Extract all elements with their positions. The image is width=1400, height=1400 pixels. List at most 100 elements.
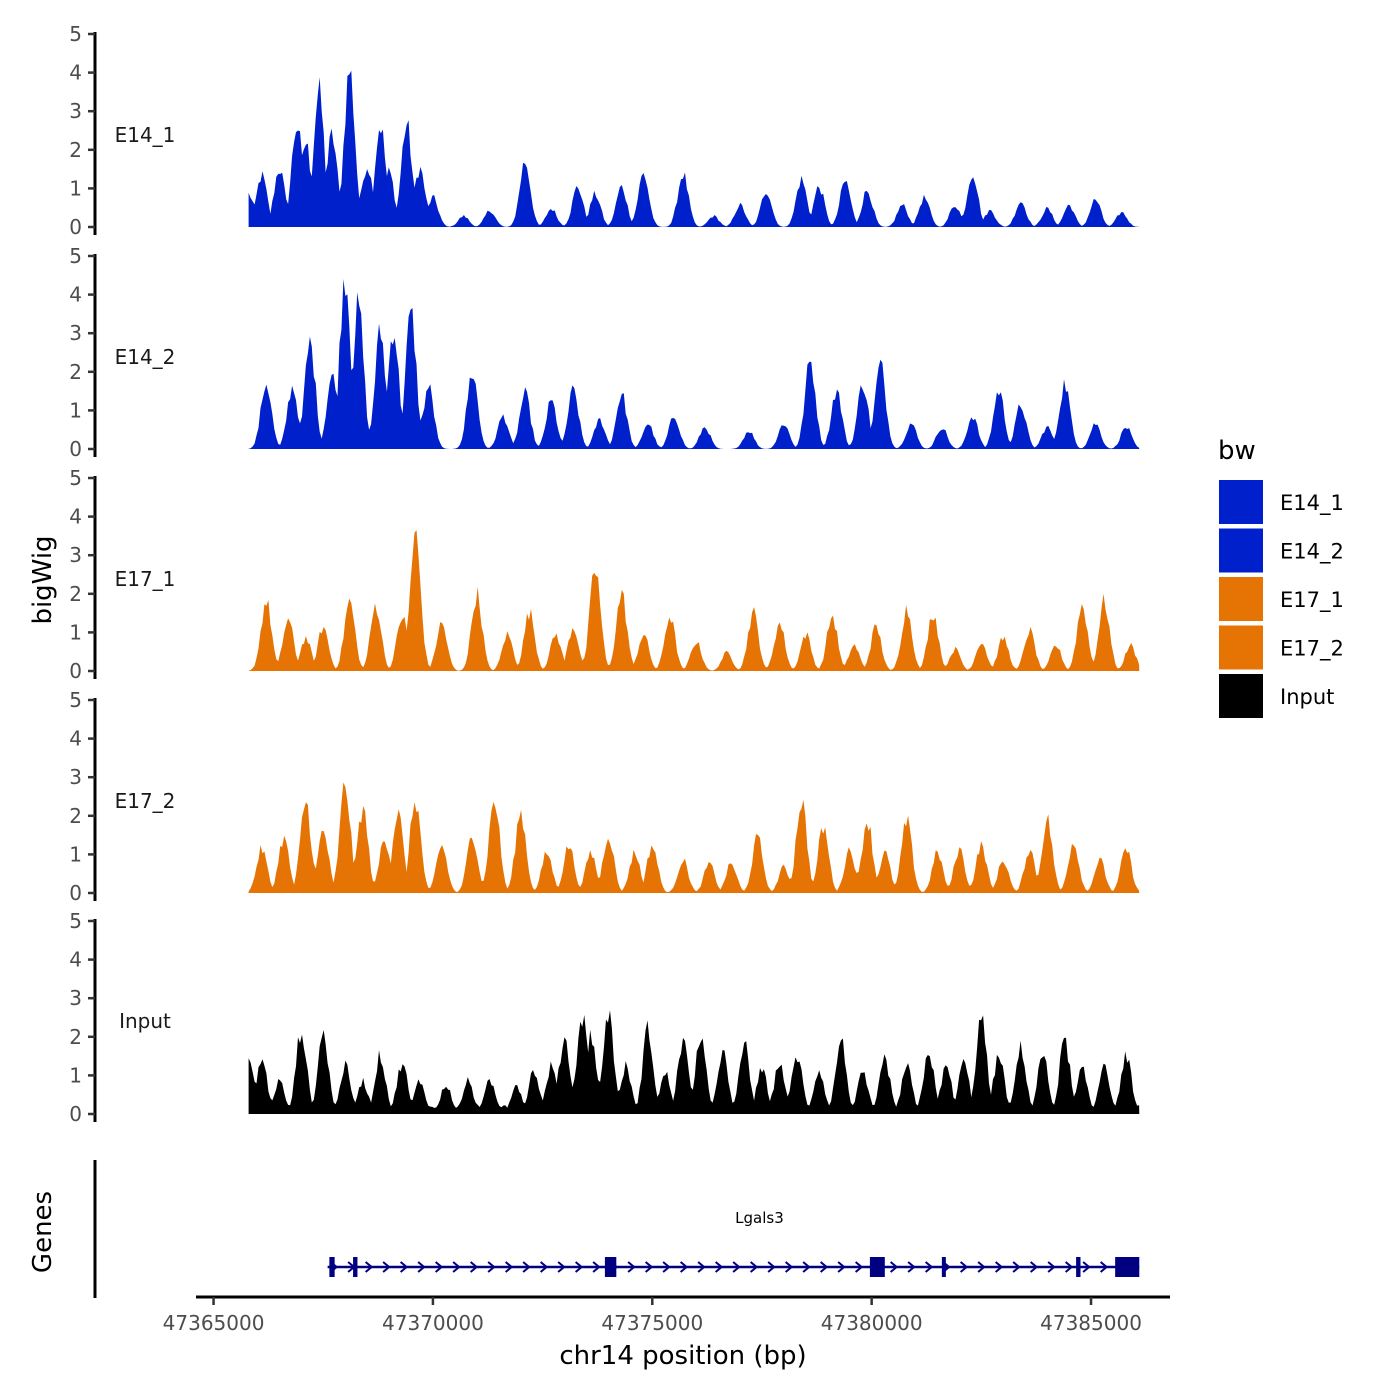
strand-arrow — [539, 1261, 549, 1273]
y-tick-label: 3 — [69, 99, 82, 123]
coverage-area-e14-2 — [248, 279, 1140, 449]
strand-arrow — [679, 1261, 689, 1273]
track-label: E17_2 — [115, 789, 176, 813]
strand-arrow — [854, 1261, 864, 1273]
legend-label: E17_2 — [1280, 637, 1344, 662]
x-axis-title: chr14 position (bp) — [559, 1341, 806, 1371]
strand-arrow — [487, 1261, 496, 1273]
y-tick-label: 4 — [69, 283, 82, 307]
y-tick-label: 1 — [69, 176, 82, 200]
track-e17-1: 0 1 2 3 4 5 E17_1 — [69, 466, 1140, 683]
legend-swatch — [1219, 528, 1263, 573]
strand-arrow — [382, 1261, 391, 1273]
y-tick-label: 5 — [69, 909, 82, 933]
genes-panel: Lgals3 — [93, 1160, 1140, 1298]
gene-exon — [353, 1257, 358, 1277]
strand-arrow — [837, 1261, 846, 1273]
strand-arrow — [889, 1261, 899, 1273]
strand-arrow — [959, 1261, 969, 1273]
gene-exon — [1115, 1257, 1140, 1277]
strand-arrow — [1029, 1261, 1039, 1273]
strand-arrow — [1099, 1261, 1109, 1273]
track-e17-2: 0 1 2 3 4 5 E17_2 — [69, 688, 1140, 905]
y-tick-label: 2 — [69, 1025, 82, 1049]
legend: bw E14_1 E14_2 E17_1 E17_2 Input — [1218, 436, 1344, 718]
strand-arrow — [819, 1261, 829, 1273]
y-axis-title: bigWig — [28, 535, 58, 624]
y-tick-label: 5 — [69, 688, 82, 712]
y-tick-label: 2 — [69, 138, 82, 162]
y-tick-label: 0 — [69, 215, 82, 239]
strand-arrow — [417, 1261, 426, 1273]
y-tick-label: 1 — [69, 842, 82, 866]
genes-panel-title: Genes — [28, 1191, 58, 1273]
x-tick-label: 47380000 — [821, 1311, 923, 1335]
y-tick-label: 2 — [69, 804, 82, 828]
strand-arrow — [364, 1261, 374, 1273]
y-tick-label: 0 — [69, 659, 82, 683]
y-tick-label: 0 — [69, 1102, 82, 1126]
y-tick-label: 4 — [69, 727, 82, 751]
strand-arrow — [452, 1261, 461, 1273]
y-tick-label: 4 — [69, 505, 82, 529]
strand-arrow — [697, 1261, 706, 1273]
strand-arrow — [977, 1261, 986, 1273]
gene-exon — [1076, 1257, 1081, 1277]
x-tick-label: 47370000 — [382, 1311, 484, 1335]
y-tick-label: 3 — [69, 986, 82, 1010]
track-label: E14_2 — [115, 345, 176, 369]
legend-label: E17_1 — [1280, 588, 1344, 613]
y-tick-label: 1 — [69, 398, 82, 422]
coverage-area-e14-1 — [248, 70, 1140, 227]
y-tick-label: 1 — [69, 1063, 82, 1087]
gene-exon — [604, 1257, 617, 1277]
strand-arrow — [714, 1261, 724, 1273]
y-tick-label: 4 — [69, 61, 82, 85]
track-label: Input — [119, 1009, 171, 1033]
y-tick-label: 4 — [69, 948, 82, 972]
strand-arrow — [1082, 1261, 1091, 1273]
strand-arrow — [662, 1261, 671, 1273]
gene-exon — [941, 1257, 946, 1277]
track-input: 0 1 2 3 4 5 Input — [69, 909, 1140, 1126]
strand-arrow — [644, 1261, 654, 1273]
y-tick-label: 2 — [69, 582, 82, 606]
strand-arrow — [399, 1261, 409, 1273]
strand-arrow — [732, 1261, 741, 1273]
gene-exon — [869, 1257, 885, 1277]
x-axis: 47365000 47370000 47375000 47380000 47385000 — [163, 1295, 1170, 1335]
gene-lgals3: Lgals3 — [327, 1209, 1140, 1277]
y-tick-label: 0 — [69, 437, 82, 461]
legend-swatch — [1219, 577, 1263, 621]
x-tick-label: 47385000 — [1040, 1311, 1142, 1335]
gene-exon — [329, 1257, 335, 1277]
coverage-area-input — [248, 1010, 1140, 1114]
strand-arrow — [1064, 1261, 1074, 1273]
y-tick-label: 3 — [69, 543, 82, 567]
x-tick-label: 47365000 — [163, 1311, 265, 1335]
legend-swatch — [1219, 480, 1263, 524]
track-e14-2: 0 1 2 3 4 5 E14_2 — [69, 244, 1140, 461]
strand-arrow — [749, 1261, 759, 1273]
gene-label: Lgals3 — [735, 1209, 784, 1227]
strand-arrow — [802, 1261, 811, 1273]
strand-arrow — [784, 1261, 794, 1273]
track-label: E14_1 — [115, 123, 176, 147]
strand-arrow — [1012, 1261, 1021, 1273]
coverage-area-e17-2 — [248, 782, 1140, 893]
strand-arrow — [434, 1261, 444, 1273]
strand-arrow — [1047, 1261, 1056, 1273]
strand-arrow — [592, 1261, 601, 1273]
y-tick-label: 3 — [69, 765, 82, 789]
strand-arrow — [907, 1261, 916, 1273]
strand-arrow — [574, 1261, 584, 1273]
strand-arrow — [504, 1261, 514, 1273]
strand-arrow — [627, 1261, 636, 1273]
legend-swatch — [1219, 674, 1263, 718]
y-tick-label: 2 — [69, 360, 82, 384]
coverage-area-e17-1 — [248, 530, 1140, 671]
legend-label: Input — [1280, 685, 1334, 709]
strand-arrow — [994, 1261, 1004, 1273]
y-tick-label: 0 — [69, 881, 82, 905]
